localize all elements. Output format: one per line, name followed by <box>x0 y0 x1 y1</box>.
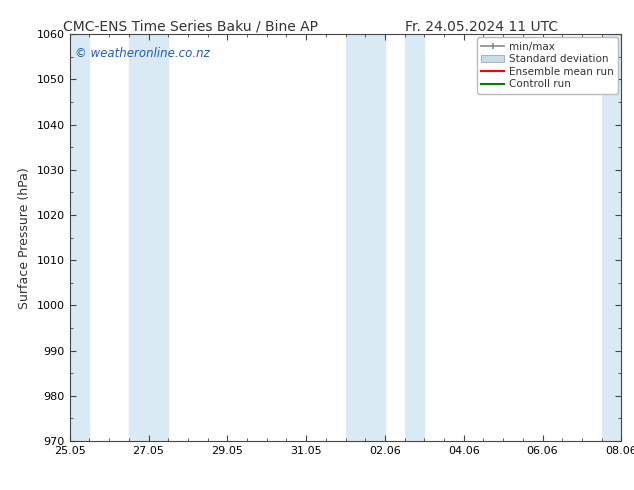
Text: © weatheronline.co.nz: © weatheronline.co.nz <box>75 47 210 59</box>
Text: Fr. 24.05.2024 11 UTC: Fr. 24.05.2024 11 UTC <box>405 20 559 34</box>
Bar <box>346 34 385 441</box>
Text: CMC-ENS Time Series Baku / Bine AP: CMC-ENS Time Series Baku / Bine AP <box>63 20 318 34</box>
Bar <box>129 34 168 441</box>
Bar <box>70 34 89 441</box>
Bar <box>602 34 621 441</box>
Legend: min/max, Standard deviation, Ensemble mean run, Controll run: min/max, Standard deviation, Ensemble me… <box>477 37 618 94</box>
Y-axis label: Surface Pressure (hPa): Surface Pressure (hPa) <box>18 167 31 309</box>
Bar <box>404 34 424 441</box>
